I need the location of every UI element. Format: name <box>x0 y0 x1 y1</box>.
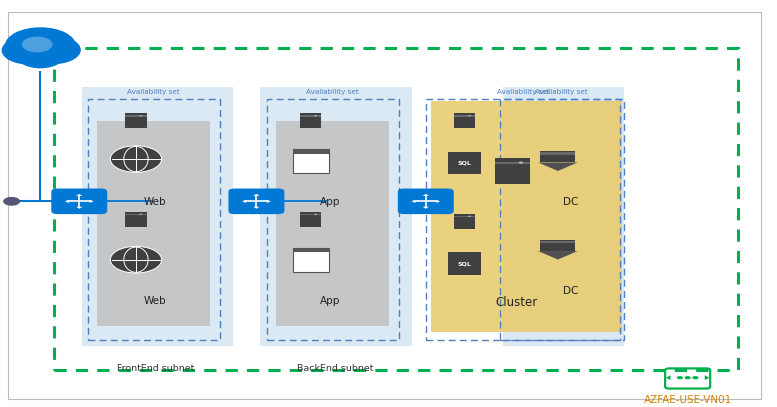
Circle shape <box>3 197 20 206</box>
Bar <box>300 113 322 128</box>
Circle shape <box>17 44 64 68</box>
Polygon shape <box>538 251 577 260</box>
FancyBboxPatch shape <box>228 188 284 214</box>
Bar <box>495 162 531 164</box>
Text: Web: Web <box>144 296 167 306</box>
Bar <box>300 214 322 215</box>
Circle shape <box>677 376 683 379</box>
Bar <box>541 241 575 243</box>
Bar <box>454 113 476 128</box>
Circle shape <box>468 115 471 116</box>
FancyBboxPatch shape <box>398 188 454 214</box>
Bar <box>454 115 476 116</box>
Circle shape <box>692 376 699 379</box>
Polygon shape <box>253 207 260 209</box>
Bar <box>448 252 481 275</box>
Circle shape <box>110 146 162 172</box>
Polygon shape <box>253 194 260 196</box>
Circle shape <box>26 36 81 64</box>
Text: App: App <box>320 197 340 207</box>
Polygon shape <box>436 199 440 203</box>
Bar <box>293 248 329 252</box>
Text: SQL: SQL <box>458 161 472 166</box>
Bar <box>293 149 329 173</box>
Text: BackEnd subnet: BackEnd subnet <box>298 364 374 373</box>
Bar <box>541 240 575 251</box>
Polygon shape <box>666 375 671 380</box>
Circle shape <box>110 246 162 273</box>
Text: DC: DC <box>563 197 579 207</box>
Circle shape <box>685 376 691 379</box>
Bar <box>125 113 147 128</box>
FancyBboxPatch shape <box>51 188 107 214</box>
Bar <box>503 87 624 346</box>
Bar <box>448 152 481 174</box>
Bar <box>82 87 233 346</box>
Bar <box>54 48 738 370</box>
Bar <box>500 98 624 340</box>
Text: Availability set: Availability set <box>306 90 359 95</box>
Polygon shape <box>76 207 82 209</box>
Bar <box>431 101 622 332</box>
Bar <box>541 151 575 162</box>
Text: Availability set: Availability set <box>127 90 180 95</box>
Bar <box>276 121 388 326</box>
Bar <box>125 214 147 215</box>
Bar <box>260 87 412 346</box>
Bar <box>267 98 399 340</box>
Polygon shape <box>423 207 429 209</box>
Bar <box>300 115 322 116</box>
Bar <box>454 214 476 229</box>
Text: Availability set: Availability set <box>535 90 588 95</box>
Polygon shape <box>89 199 93 203</box>
Polygon shape <box>705 375 709 380</box>
Polygon shape <box>538 162 577 171</box>
Polygon shape <box>423 194 429 196</box>
Polygon shape <box>242 199 246 203</box>
Circle shape <box>139 115 142 116</box>
Circle shape <box>518 162 524 164</box>
Circle shape <box>314 115 317 116</box>
Bar <box>125 212 147 227</box>
Circle shape <box>314 214 317 215</box>
Text: Availability set: Availability set <box>497 90 549 95</box>
Text: App: App <box>320 296 340 306</box>
Bar <box>293 149 329 154</box>
Bar <box>125 115 147 116</box>
Polygon shape <box>267 199 270 203</box>
Bar <box>88 98 220 340</box>
Circle shape <box>5 27 76 64</box>
Polygon shape <box>76 194 82 196</box>
Text: Web: Web <box>144 197 167 207</box>
Text: Cluster: Cluster <box>496 296 538 309</box>
Circle shape <box>22 37 53 53</box>
Circle shape <box>139 214 142 215</box>
Bar <box>495 158 531 184</box>
Text: FrontEnd subnet: FrontEnd subnet <box>117 364 194 373</box>
Bar <box>97 121 210 326</box>
Bar <box>293 248 329 271</box>
Bar <box>300 212 322 227</box>
Polygon shape <box>412 199 416 203</box>
Text: SQL: SQL <box>458 261 472 266</box>
Circle shape <box>2 36 57 65</box>
Bar <box>454 216 476 217</box>
Bar <box>426 98 620 340</box>
Text: AZFAE-USE-VN01: AZFAE-USE-VN01 <box>643 395 732 405</box>
Circle shape <box>468 216 471 217</box>
Bar <box>541 153 575 155</box>
Text: DC: DC <box>563 286 579 296</box>
Polygon shape <box>65 199 69 203</box>
